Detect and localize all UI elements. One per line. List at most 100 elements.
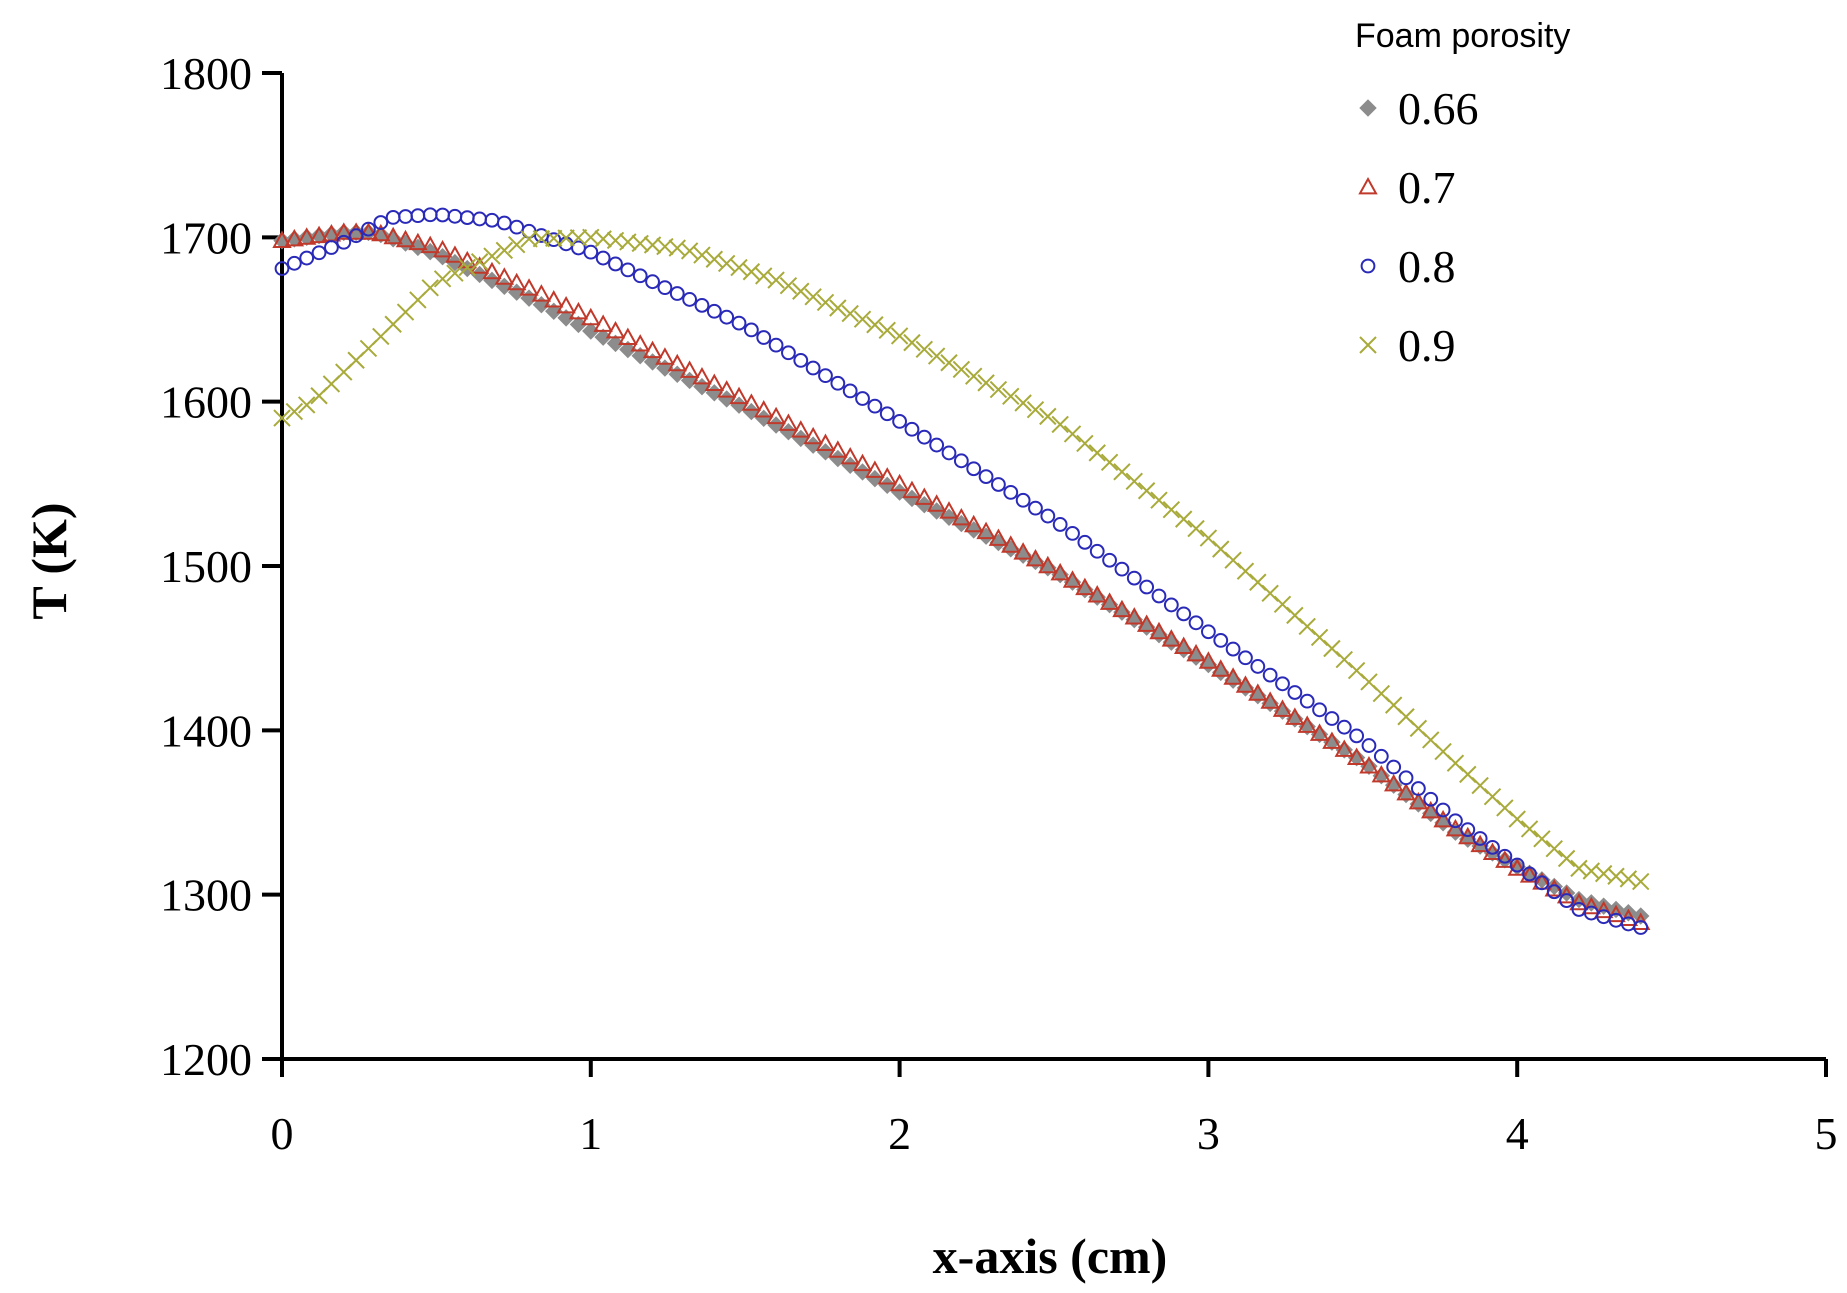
data-point (853, 310, 872, 328)
data-point (581, 307, 601, 326)
data-point (852, 453, 873, 472)
data-point (655, 347, 675, 365)
x-axis-title: x-axis (cm) (933, 1228, 1168, 1284)
data-point (1396, 782, 1416, 801)
data-point (1445, 818, 1466, 837)
data-point (1361, 738, 1377, 753)
data-point (743, 322, 759, 338)
data-point (792, 282, 810, 300)
data-point (632, 268, 648, 284)
data-point (1632, 872, 1650, 891)
legend: Foam porosity 0.66 0.7 0.8 0.9 (1355, 17, 1570, 371)
data-point (507, 235, 526, 254)
legend-label: 0.9 (1398, 320, 1456, 371)
data-point (903, 333, 921, 352)
data-point (1386, 759, 1402, 775)
data-point (781, 345, 796, 361)
legend-item: 0.66 (1359, 83, 1479, 134)
data-point (927, 347, 946, 365)
data-point (680, 242, 699, 260)
data-point (1077, 534, 1093, 550)
data-point (1520, 820, 1539, 838)
data-point (358, 222, 379, 240)
data-point (482, 261, 502, 280)
data-point (1260, 691, 1280, 709)
data-point (951, 507, 972, 526)
data-point (1102, 552, 1117, 568)
data-point (1423, 791, 1439, 807)
data-point (642, 340, 663, 359)
data-point (730, 258, 748, 277)
data-point (916, 429, 932, 445)
data-point (1262, 667, 1278, 683)
data-point (506, 272, 527, 291)
data-point (1136, 614, 1157, 632)
data-point (1433, 809, 1453, 828)
data-point (953, 453, 969, 469)
data-point (1248, 683, 1268, 701)
data-point (1458, 826, 1478, 845)
data-point (273, 409, 291, 427)
data-point (1001, 535, 1021, 553)
data-point (1087, 584, 1107, 603)
data-point (385, 209, 401, 225)
series-layer (272, 207, 1651, 935)
data-point (410, 208, 426, 224)
y-tick-label: 1800 (160, 48, 252, 99)
data-point (1013, 542, 1033, 560)
data-point (408, 232, 428, 251)
data-point (1448, 813, 1463, 829)
data-point (297, 227, 317, 245)
data-point (991, 477, 1006, 492)
y-tick-label: 1500 (160, 541, 252, 592)
data-point (1522, 866, 1537, 882)
y-tick-label: 1300 (160, 870, 252, 921)
data-point (855, 391, 870, 406)
data-point (1299, 693, 1315, 709)
data-point (1124, 607, 1144, 625)
data-point (657, 280, 673, 296)
data-point (1025, 548, 1046, 567)
data-point (804, 288, 822, 306)
data-point (988, 528, 1009, 546)
data-point (1334, 739, 1354, 757)
data-point (1161, 629, 1182, 647)
data-point (1285, 707, 1305, 725)
data-point (1275, 676, 1290, 692)
data-point (1593, 900, 1614, 919)
data-point (803, 426, 823, 445)
x-tick-label: 4 (1506, 1108, 1529, 1159)
data-point (1039, 407, 1057, 426)
data-point (766, 406, 786, 425)
data-point (914, 487, 935, 505)
data-point (1100, 453, 1119, 472)
data-point (694, 297, 710, 313)
data-point (964, 514, 984, 533)
data-point (1485, 839, 1500, 855)
data-point (1359, 755, 1379, 774)
data-point (1176, 606, 1192, 622)
x-tick-label: 3 (1197, 1108, 1220, 1159)
legend-label: 0.8 (1398, 241, 1456, 292)
data-point (756, 330, 772, 345)
data-point (1250, 659, 1266, 674)
data-point (941, 445, 957, 461)
data-point (445, 245, 465, 263)
data-point (1557, 849, 1576, 868)
data-point (395, 229, 416, 248)
data-point (1312, 702, 1327, 718)
data-point (878, 321, 896, 340)
data-point (1003, 484, 1019, 500)
data-point (1519, 865, 1540, 883)
data-point (890, 327, 909, 345)
data-point (966, 461, 982, 477)
data-point (1460, 822, 1476, 837)
data-point (1076, 434, 1094, 453)
data-point (496, 215, 512, 231)
data-point (706, 303, 722, 319)
data-point (1114, 561, 1130, 577)
data-point (421, 279, 439, 297)
data-point (1398, 770, 1414, 786)
legend-label: 0.66 (1398, 83, 1479, 134)
